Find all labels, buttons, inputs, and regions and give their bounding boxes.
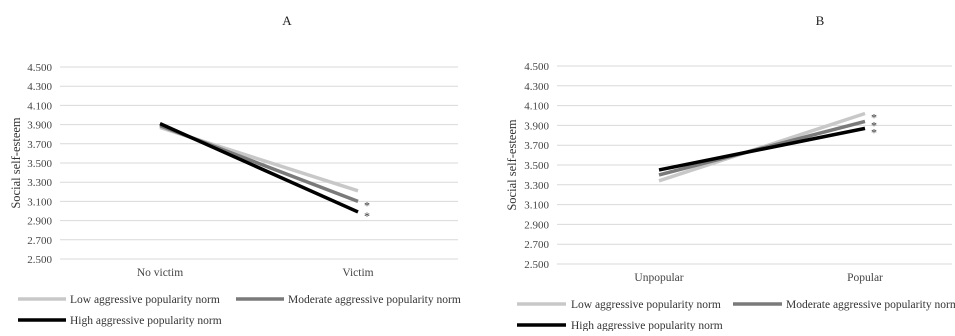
y-tick-label: 2.700 — [524, 239, 549, 251]
significance-marker: * — [364, 209, 370, 223]
y-tick-label: 3.700 — [27, 139, 52, 151]
significance-marker: * — [364, 198, 370, 212]
significance-marker: * — [871, 118, 877, 132]
y-tick-label: 3.300 — [524, 180, 549, 192]
legend-label: High aggressive popularity norm — [571, 320, 723, 331]
y-tick-label: 3.500 — [524, 160, 549, 172]
x-tick-label: Victim — [342, 267, 373, 279]
y-tick-label: 4.300 — [524, 81, 549, 93]
y-tick-label: 3.300 — [27, 177, 52, 189]
legend-label: Low aggressive popularity norm — [571, 299, 721, 311]
y-tick-label: 2.900 — [524, 219, 549, 231]
y-tick-label: 3.900 — [524, 120, 549, 132]
legend-label: Moderate aggressive popularity norm — [288, 294, 461, 306]
chart-title: A — [282, 13, 292, 28]
series-line-3 — [658, 126, 866, 172]
y-axis-label: Social self-esteem — [9, 117, 23, 209]
legend-label: Moderate aggressive popularity norm — [786, 299, 955, 311]
series-line-3 — [159, 122, 359, 214]
y-tick-label: 4.500 — [27, 62, 52, 74]
significance-marker: * — [871, 125, 877, 139]
x-tick-label: Unpopular — [634, 272, 683, 284]
significance-marker: * — [871, 111, 877, 125]
y-tick-label: 2.500 — [27, 254, 52, 266]
y-tick-label: 2.700 — [27, 235, 52, 247]
y-tick-label: 2.500 — [524, 259, 549, 271]
y-tick-label: 3.900 — [27, 120, 52, 132]
chart-title: B — [816, 13, 825, 28]
x-tick-label: No victim — [137, 267, 183, 279]
y-axis-label: Social self-esteem — [505, 119, 519, 211]
y-tick-label: 4.300 — [27, 81, 52, 93]
y-tick-label: 3.100 — [27, 196, 52, 208]
y-tick-label: 4.500 — [524, 61, 549, 73]
y-tick-label: 2.900 — [27, 216, 52, 228]
y-tick-label: 4.100 — [27, 100, 52, 112]
y-tick-label: 3.100 — [524, 200, 549, 212]
y-tick-label: 3.700 — [524, 140, 549, 152]
legend-label: High aggressive popularity norm — [70, 315, 222, 327]
legend-label: Low aggressive popularity norm — [70, 294, 220, 306]
y-tick-label: 4.100 — [524, 101, 549, 113]
y-tick-label: 3.500 — [27, 158, 52, 170]
x-tick-label: Popular — [847, 272, 883, 284]
